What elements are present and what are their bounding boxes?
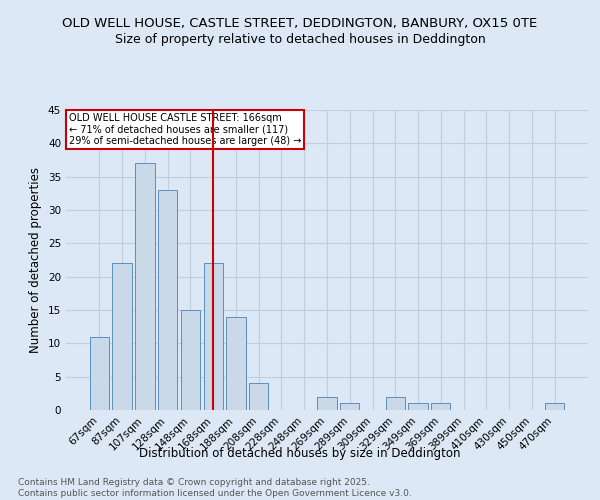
Bar <box>181 310 200 410</box>
Bar <box>409 404 428 410</box>
Text: Size of property relative to detached houses in Deddington: Size of property relative to detached ho… <box>115 32 485 46</box>
Bar <box>158 190 178 410</box>
Text: OLD WELL HOUSE, CASTLE STREET, DEDDINGTON, BANBURY, OX15 0TE: OLD WELL HOUSE, CASTLE STREET, DEDDINGTO… <box>62 18 538 30</box>
Bar <box>317 396 337 410</box>
Bar <box>135 164 155 410</box>
Y-axis label: Number of detached properties: Number of detached properties <box>29 167 43 353</box>
Text: Distribution of detached houses by size in Deddington: Distribution of detached houses by size … <box>139 448 461 460</box>
Text: Contains HM Land Registry data © Crown copyright and database right 2025.
Contai: Contains HM Land Registry data © Crown c… <box>18 478 412 498</box>
Bar <box>112 264 132 410</box>
Bar <box>226 316 245 410</box>
Bar <box>386 396 405 410</box>
Bar <box>203 264 223 410</box>
Bar <box>431 404 451 410</box>
Bar <box>90 336 109 410</box>
Bar <box>545 404 564 410</box>
Bar <box>249 384 268 410</box>
Text: OLD WELL HOUSE CASTLE STREET: 166sqm
← 71% of detached houses are smaller (117)
: OLD WELL HOUSE CASTLE STREET: 166sqm ← 7… <box>68 113 301 146</box>
Bar <box>340 404 359 410</box>
